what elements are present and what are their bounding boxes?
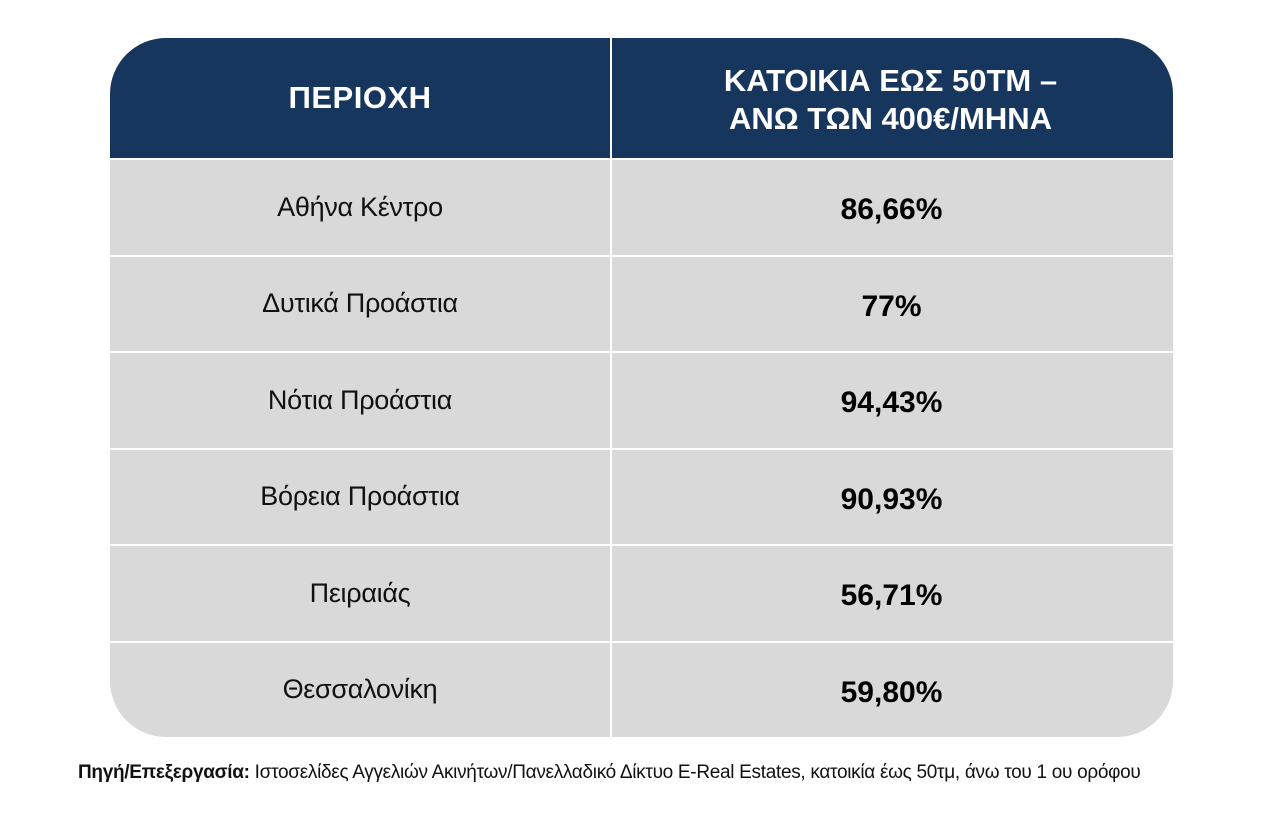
- value-cell: 59,80%: [840, 675, 943, 709]
- value-cell: 94,43%: [840, 386, 943, 420]
- table-row: Θεσσαλονίκη 59,80%: [110, 643, 1173, 738]
- region-cell: Πειραιάς: [309, 577, 411, 608]
- region-cell: Βόρεια Προάστια: [260, 481, 460, 512]
- header-divider: [110, 158, 1173, 160]
- source-label: Πηγή/Επεξεργασία:: [78, 762, 250, 783]
- table-row: Νότια Προάστια 94,43%: [110, 353, 1173, 450]
- region-cell: Αθήνα Κέντρο: [277, 191, 443, 222]
- table-row: Αθήνα Κέντρο 86,66%: [110, 160, 1173, 257]
- source-note: Πηγή/Επεξεργασία: Ιστοσελίδες Αγγελιών Α…: [78, 762, 1141, 784]
- column-divider: [610, 38, 612, 737]
- header-value: ΚΑΤΟΙΚΙΑ ΕΩΣ 50ΤΜ – ΑΝΩ ΤΩΝ 400€/ΜΗΝΑ: [723, 63, 1058, 136]
- value-cell: 86,66%: [840, 193, 943, 227]
- table-row: Δυτικά Προάστια 77%: [110, 257, 1173, 353]
- region-cell: Νότια Προάστια: [267, 384, 453, 415]
- value-cell: 56,71%: [840, 579, 943, 613]
- table-row: Πειραιάς 56,71%: [110, 546, 1173, 643]
- table-row: Βόρεια Προάστια 90,93%: [110, 450, 1173, 546]
- table-body: Αθήνα Κέντρο 86,66% Δυτικά Προάστια 77% …: [110, 160, 1173, 737]
- value-cell: 77%: [861, 289, 922, 323]
- source-text: Ιστοσελίδες Αγγελιών Ακινήτων/Πανελλαδικ…: [249, 762, 1141, 783]
- header-region: ΠΕΡΙΟΧΗ: [288, 80, 432, 115]
- table-header: ΠΕΡΙΟΧΗ ΚΑΤΟΙΚΙΑ ΕΩΣ 50ΤΜ – ΑΝΩ ΤΩΝ 400€…: [110, 38, 1173, 158]
- rental-table: ΠΕΡΙΟΧΗ ΚΑΤΟΙΚΙΑ ΕΩΣ 50ΤΜ – ΑΝΩ ΤΩΝ 400€…: [110, 38, 1173, 737]
- region-cell: Δυτικά Προάστια: [262, 288, 458, 319]
- region-cell: Θεσσαλονίκη: [282, 674, 438, 705]
- value-cell: 90,93%: [840, 482, 943, 516]
